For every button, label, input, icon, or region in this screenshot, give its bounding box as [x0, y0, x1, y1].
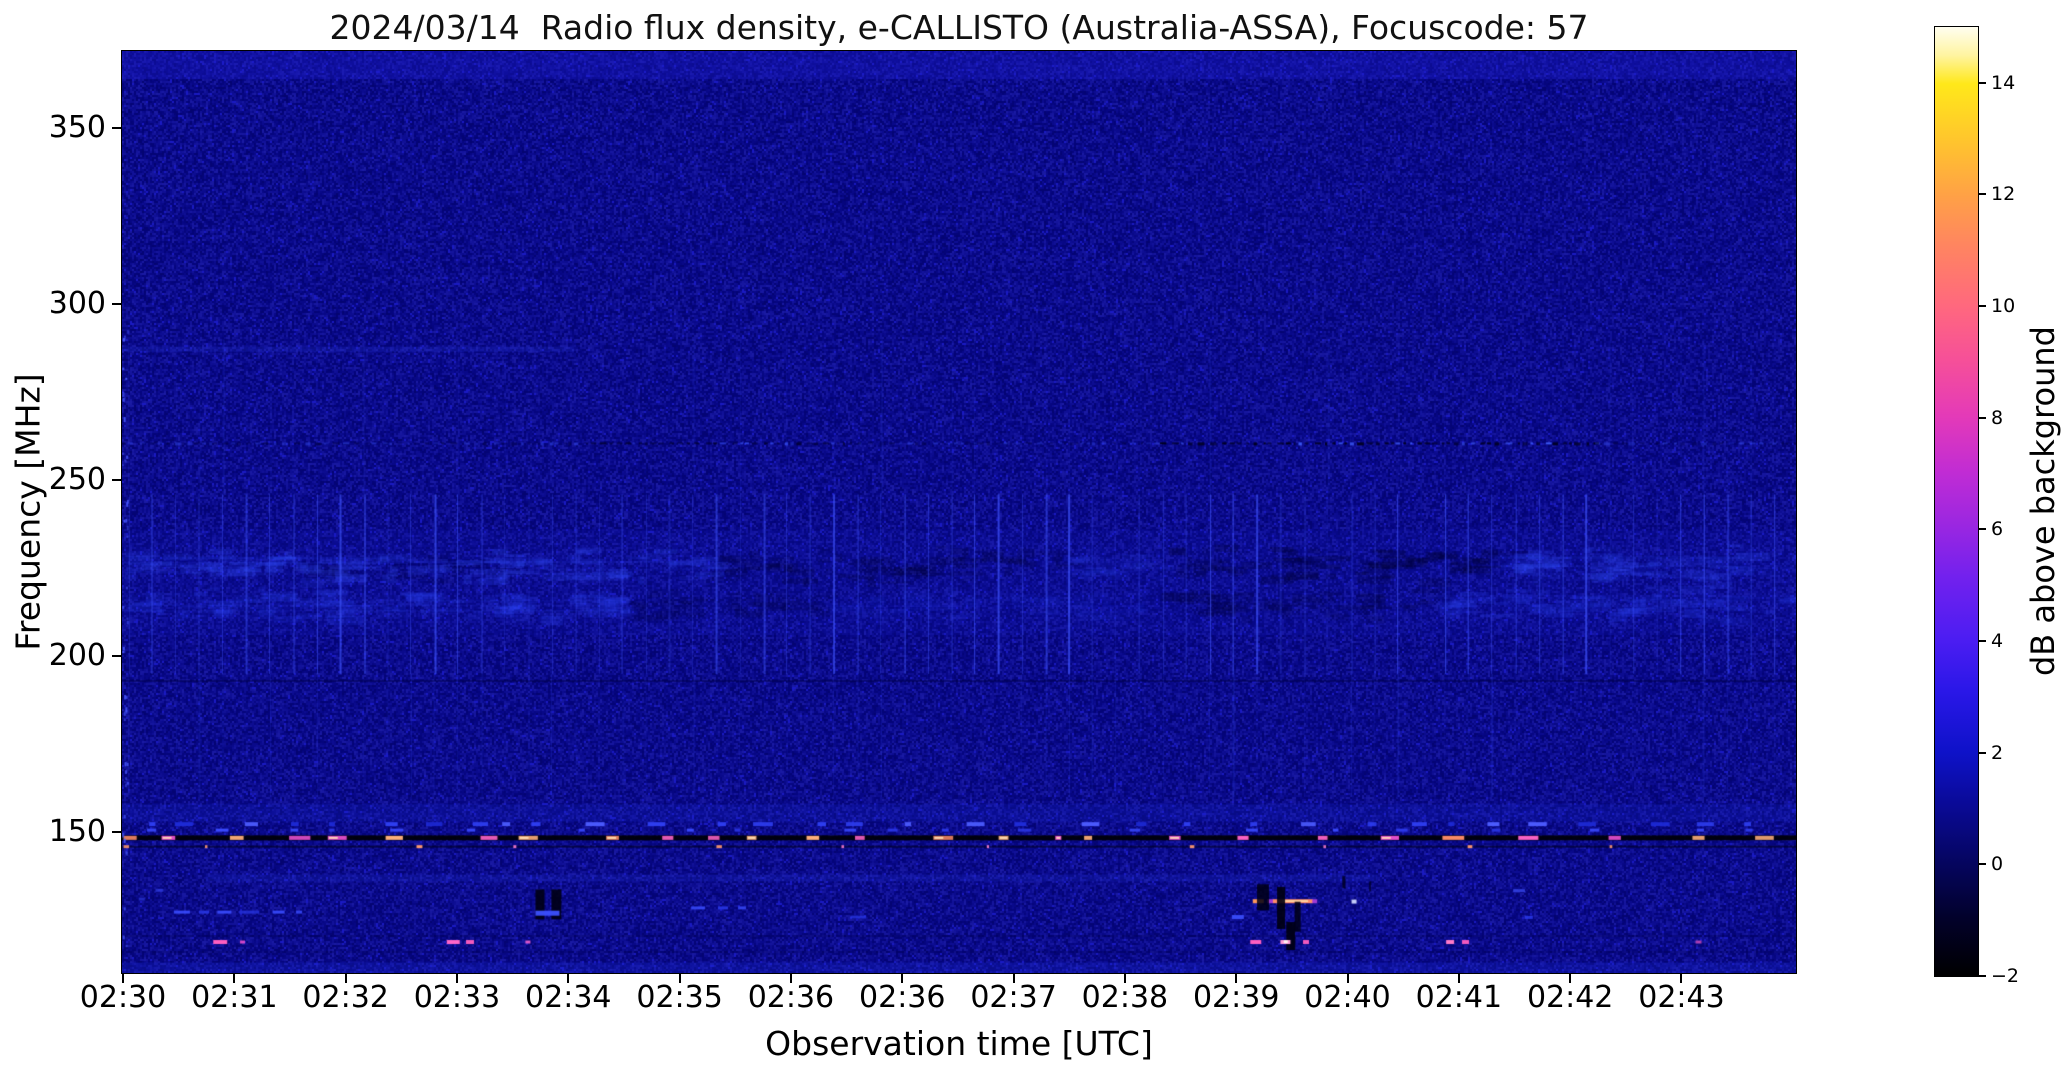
y-tick-mark	[112, 479, 121, 482]
colorbar-tick-mark	[1979, 193, 1986, 196]
x-tick-mark	[344, 974, 347, 983]
x-tick-mark	[122, 974, 124, 983]
colorbar-tick-label: 2	[1991, 741, 2004, 764]
y-tick-label: 250	[48, 462, 106, 498]
x-tick-label: 02:30	[79, 980, 167, 1015]
y-tick-label: 150	[48, 814, 106, 850]
x-tick-mark	[1569, 974, 1572, 983]
colorbar-tick-label: 14	[1991, 71, 2016, 94]
colorbar-tick-label: 12	[1991, 183, 2016, 206]
y-tick-label: 350	[48, 110, 106, 146]
x-tick-mark	[567, 974, 570, 983]
x-tick-label: 02:37	[970, 980, 1057, 1015]
colorbar-tick-label: −2	[1991, 965, 2020, 987]
colorbar-tick-label: 4	[1991, 630, 2004, 653]
y-tick-mark	[112, 831, 121, 834]
x-tick-label: 02:33	[413, 980, 501, 1015]
x-tick-mark	[1346, 974, 1349, 983]
x-tick-mark	[1680, 974, 1683, 983]
x-tick-mark	[678, 974, 681, 983]
x-tick-label: 02:36	[859, 980, 946, 1015]
y-tick-mark	[112, 127, 121, 130]
colorbar-tick-label: 8	[1991, 406, 2004, 429]
colorbar-tick-mark	[1979, 975, 1986, 977]
y-tick-mark	[112, 655, 121, 658]
spectrogram-canvas	[122, 51, 1796, 973]
colorbar	[1935, 27, 1978, 976]
chart-title: 2024/03/14 Radio flux density, e-CALLIST…	[329, 8, 1589, 47]
x-tick-label: 02:36	[747, 980, 835, 1015]
x-tick-label: 02:41	[1415, 980, 1503, 1015]
x-tick-mark	[1235, 974, 1238, 983]
colorbar-tick-label: 10	[1991, 295, 2016, 318]
x-tick-mark	[233, 974, 236, 983]
x-tick-label: 02:40	[1304, 980, 1391, 1015]
x-tick-label: 02:34	[525, 980, 612, 1015]
colorbar-tick-mark	[1979, 305, 1986, 308]
x-tick-mark	[1123, 974, 1126, 983]
colorbar-label: dB above background	[2024, 326, 2062, 676]
colorbar-tick-mark	[1979, 640, 1986, 643]
y-tick-label: 300	[48, 286, 106, 322]
x-tick-mark	[901, 974, 904, 983]
y-axis-label: Frequency [MHz]	[8, 373, 48, 651]
y-tick-mark	[112, 303, 121, 306]
colorbar-tick-mark	[1979, 751, 1986, 754]
colorbar-tick-mark	[1979, 863, 1986, 866]
x-tick-label: 02:35	[636, 980, 723, 1015]
x-tick-label: 02:32	[302, 980, 389, 1015]
x-tick-mark	[789, 974, 792, 983]
x-tick-mark	[1012, 974, 1015, 983]
x-tick-label: 02:38	[1081, 980, 1169, 1015]
colorbar-tick-mark	[1979, 528, 1986, 531]
x-tick-label: 02:42	[1526, 980, 1614, 1015]
y-tick-label: 200	[48, 638, 106, 674]
colorbar-tick-mark	[1979, 81, 1986, 84]
colorbar-tick-label: 0	[1991, 853, 2004, 876]
x-tick-label: 02:43	[1638, 980, 1725, 1015]
colorbar-tick-mark	[1979, 416, 1986, 419]
colorbar-tick-label: 6	[1991, 518, 2004, 541]
x-tick-mark	[455, 974, 458, 983]
x-tick-label: 02:39	[1192, 980, 1280, 1015]
x-tick-mark	[1457, 974, 1460, 983]
x-tick-label: 02:31	[191, 980, 278, 1015]
x-axis-label: Observation time [UTC]	[765, 1024, 1153, 1063]
